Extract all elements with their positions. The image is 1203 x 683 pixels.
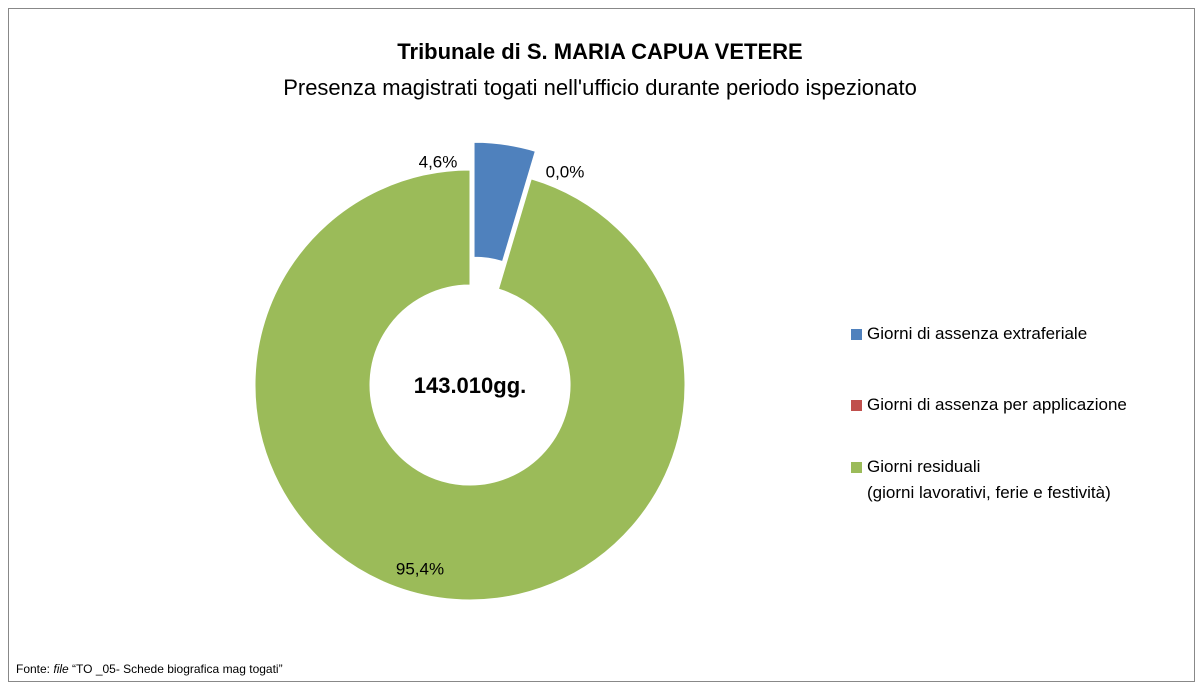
legend-label: Giorni di assenza extraferiale bbox=[867, 324, 1087, 343]
legend-swatch bbox=[851, 400, 862, 411]
legend-swatch bbox=[851, 462, 862, 473]
legend-label: Giorni residuali (giorni lavorativi, feri… bbox=[867, 457, 1111, 502]
source-part: “TO _05- Schede biografica mag togati” bbox=[69, 662, 283, 676]
center-label: 143.010gg. bbox=[414, 373, 527, 398]
data-label: 95,4% bbox=[396, 559, 444, 578]
chart-title: Tribunale di S. MARIA CAPUA VETERE bbox=[397, 39, 802, 64]
data-label: 0,0% bbox=[546, 162, 585, 181]
legend-line: Giorni residuali bbox=[867, 457, 980, 476]
donut-slice bbox=[254, 169, 686, 601]
source-note: Fonte: file “TO _05- Schede biografica m… bbox=[16, 662, 283, 676]
legend-line: Giorni di assenza per applicazione bbox=[867, 395, 1127, 414]
source-part: file bbox=[53, 662, 69, 676]
legend-line: (giorni lavorativi, ferie e festività) bbox=[867, 483, 1111, 502]
data-label: 4,6% bbox=[419, 152, 458, 171]
source-part: Fonte: bbox=[16, 662, 53, 676]
chart-subtitle: Presenza magistrati togati nell'ufficio … bbox=[283, 75, 917, 100]
legend-label: Giorni di assenza per applicazione bbox=[867, 395, 1127, 414]
legend-swatch bbox=[851, 329, 862, 340]
legend-line: Giorni di assenza extraferiale bbox=[867, 324, 1087, 343]
donut-slice bbox=[473, 141, 536, 263]
